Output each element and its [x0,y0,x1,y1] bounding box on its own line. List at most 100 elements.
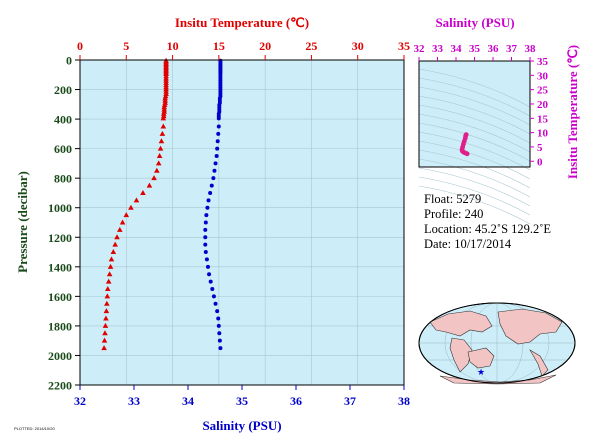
pressure-tick-label: 1800 [48,319,72,333]
pressure-tick-label: 1400 [48,260,72,274]
salinity-point [216,131,221,136]
salinity-point [216,124,221,129]
ts-temperature-tick-label: 10 [537,128,549,140]
ts-temperature-axis: 0 5 10 15 20 25 30 35 [530,56,549,168]
profile-date: Date: 10/17/2014 [424,237,512,251]
temperature-point [108,256,115,262]
temperature-tick-label: 0 [77,39,83,53]
salinity-tick-label: 36 [290,394,302,408]
float-location: Location: 45.2˚S 129.2˚E [424,222,552,236]
pressure-axis-title: Pressure (decibar) [15,171,30,273]
temperature-point [161,102,168,108]
salinity-point [207,272,212,277]
main-plot-background [80,60,404,385]
density-contour [418,104,531,144]
temperature-point [128,204,134,210]
density-contour [418,95,531,135]
ts-diagram: 32 33 34 35 36 37 38 0 5 10 15 20 25 30 35 Salinity (… [414,15,580,225]
density-contours [418,68,531,225]
temperature-point [160,123,167,129]
float-id: Float: 5279 [424,192,482,206]
salinity-point [203,242,208,247]
salinity-point [212,168,217,173]
ts-plot-background [419,61,530,167]
salinity-point [203,220,208,225]
temperature-point [159,130,166,136]
temperature-tick-label: 5 [123,39,129,53]
temperature-tick-label: 35 [398,39,410,53]
temperature-point [101,345,107,351]
salinity-point [214,154,219,159]
map-border [418,302,576,384]
density-contour [418,122,531,162]
salinity-point [215,139,220,144]
temperature-point [160,115,167,121]
pressure-axis: 0 200 400 600 800 1000 1200 1400 1600 1800 2000 220… [48,54,80,393]
temperature-point [110,249,117,255]
ts-salinity-tick-label: 32 [414,43,426,55]
salinity-point [203,227,208,232]
pressure-tick-label: 800 [54,172,72,186]
plot-stamp: PLOTTED: 2014/10/20 [14,426,55,431]
ts-point [464,151,470,157]
ts-salinity-tick-label: 38 [525,43,537,55]
temperature-point [104,293,111,299]
temperature-tick-label: 25 [305,39,317,53]
temperature-series [101,57,169,351]
salinity-tick-label: 38 [398,394,410,408]
temperature-axis: 0 5 10 15 20 25 30 35 [77,39,410,60]
salinity-series [203,58,223,351]
pressure-tick-label: 0 [66,54,72,68]
temperature-point [114,234,120,240]
temperature-tick-label: 30 [352,39,364,53]
temperature-tick-label: 10 [167,39,179,53]
density-contour [418,185,531,225]
ts-temperature-tick-label: 35 [537,56,549,68]
temperature-point [162,93,169,99]
salinity-point [216,316,221,321]
temperature-point [161,108,168,114]
temperature-point [123,212,130,218]
ts-salinity-tick-label: 34 [451,43,463,55]
temperature-point [103,308,110,314]
salinity-point [210,286,215,291]
salinity-point [204,213,209,218]
density-contour [418,140,531,180]
salinity-point [203,250,208,255]
salinity-point [205,205,210,210]
pressure-tick-label: 1000 [48,201,72,215]
salinity-tick-label: 32 [74,394,86,408]
salinity-point [215,309,220,314]
salinity-axis-title: Salinity (PSU) [202,418,281,433]
map-land [429,308,563,385]
salinity-point [217,338,222,343]
pressure-tick-label: 200 [54,83,72,97]
main-profile-chart: 0200400600800100012001400160018002000220… [15,15,410,433]
density-contour [418,86,531,126]
ts-temperature-tick-label: 25 [537,85,549,97]
ts-temperature-tick-label: 15 [537,113,549,125]
temperature-point [101,337,108,343]
pressure-tick-label: 1600 [48,290,72,304]
temperature-point [162,99,168,105]
temperature-point [104,300,110,306]
temperature-point [158,138,165,144]
salinity-point [203,235,208,240]
salinity-point [218,346,223,351]
temperature-point [102,322,109,328]
density-contour [418,113,531,153]
temperature-point [106,271,113,277]
salinity-point [205,264,210,269]
salinity-point [208,190,213,195]
density-contour [418,68,531,108]
temperature-point [160,113,167,119]
temperature-point [107,263,114,269]
pressure-tick-label: 600 [54,142,72,156]
salinity-point [215,146,220,151]
ts-temperature-tick-label: 5 [537,142,543,154]
ts-salinity-tick-label: 35 [469,43,481,55]
density-contour [418,176,531,216]
ts-salinity-axis: 32 33 34 35 36 37 38 [414,43,537,61]
density-contour [418,77,531,117]
ts-temperature-tick-label: 0 [537,156,543,168]
